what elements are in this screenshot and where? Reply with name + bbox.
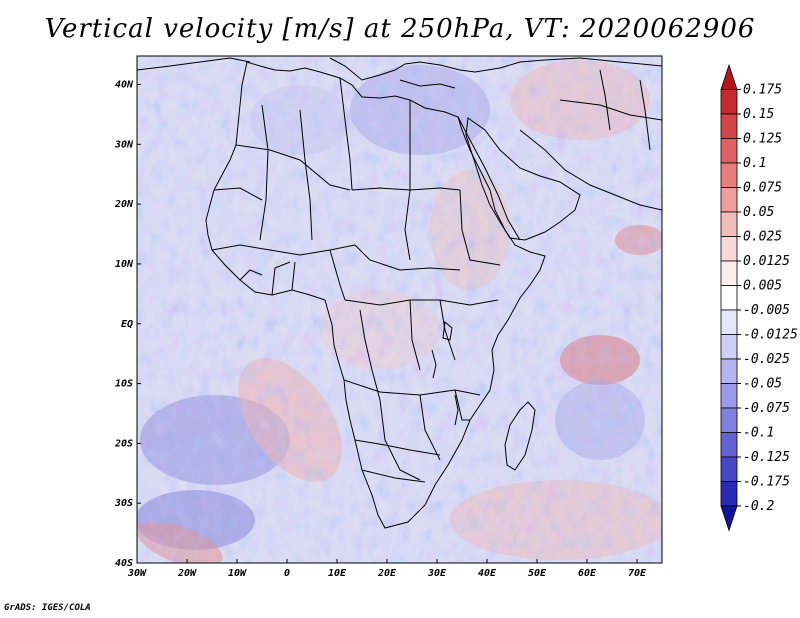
colorbar-label: 0.125 [743, 132, 782, 147]
colorbar-swatch [720, 162, 738, 188]
colorbar-swatch [720, 481, 738, 507]
colorbar-label: -0.005 [743, 303, 790, 318]
map-title: Vertical velocity [m/s] at 250hPa, VT: 2… [44, 14, 756, 44]
colorbar-label: 0.025 [743, 230, 782, 245]
colorbar-label: -0.125 [743, 450, 790, 465]
lat-tick-label: 20S [114, 438, 133, 449]
colorbar-swatch [720, 407, 738, 433]
lat-tick-label: 40N [115, 80, 134, 91]
colorbar-label: -0.1 [743, 426, 774, 441]
lat-tick-label: 20N [114, 199, 134, 210]
colorbar-swatch [720, 358, 738, 384]
colorbar-swatch [720, 211, 738, 237]
lon-tick-label: 0 [284, 568, 290, 579]
colorbar-swatch [720, 505, 738, 532]
lon-tick-label: 30W [127, 568, 147, 579]
colorbar-label: -0.075 [743, 401, 790, 416]
colorbar-label: 0.075 [743, 181, 782, 196]
colorbar-label: 0.05 [743, 205, 774, 220]
colorbar-label: -0.2 [743, 499, 774, 514]
colorbar-label: 0.0125 [743, 254, 790, 269]
colorbar-label: -0.175 [743, 475, 790, 490]
credit-label: GrADS: IGES/COLA [4, 603, 91, 613]
colorbar-label: -0.025 [743, 352, 790, 367]
colorbar-label: 0.15 [743, 107, 774, 122]
lon-tick-label: 20W [177, 568, 197, 579]
lon-tick-label: 10E [328, 568, 347, 579]
coastlines [137, 57, 662, 529]
colorbar-swatch [720, 63, 738, 90]
lat-tick-label: 10N [115, 259, 134, 270]
colorbar-swatch [720, 138, 738, 164]
lat-tick-label: 30N [114, 139, 134, 150]
colorbar-swatch [720, 309, 738, 335]
colorbar-swatch [720, 456, 738, 482]
lon-tick-label: 20E [377, 568, 397, 579]
lat-tick-label: 30S [114, 498, 133, 509]
colorbar-label: -0.05 [743, 377, 782, 392]
colorbar-swatch [720, 285, 738, 311]
lat-tick-label: EQ [121, 319, 133, 330]
lon-tick-label: 30E [427, 568, 447, 579]
map-frame [136, 55, 663, 564]
colorbar-swatch [720, 187, 738, 213]
lat-tick-label: 10S [115, 379, 133, 390]
colorbar-swatch [720, 260, 738, 286]
lon-tick-label: 70E [628, 568, 647, 579]
lon-tick-label: 50E [528, 568, 547, 579]
vertical-velocity-field [137, 56, 662, 563]
lon-tick-label: 40E [478, 568, 497, 579]
colorbar-swatch [720, 432, 738, 458]
colorbar-swatch [720, 236, 738, 262]
lat-tick-label: 40S [115, 558, 133, 569]
colorbar-swatch [720, 89, 738, 115]
colorbar-label: 0.005 [743, 279, 782, 294]
colorbar-label: 0.1 [743, 156, 766, 171]
colorbar-swatch [720, 113, 738, 139]
lon-tick-label: 10W [228, 568, 247, 579]
lon-tick-label: 60E [578, 568, 597, 579]
colorbar-label: 0.175 [743, 83, 782, 98]
colorbar-label: -0.0125 [743, 328, 798, 343]
colorbar-swatch [720, 334, 738, 360]
colorbar-swatch [720, 383, 738, 409]
